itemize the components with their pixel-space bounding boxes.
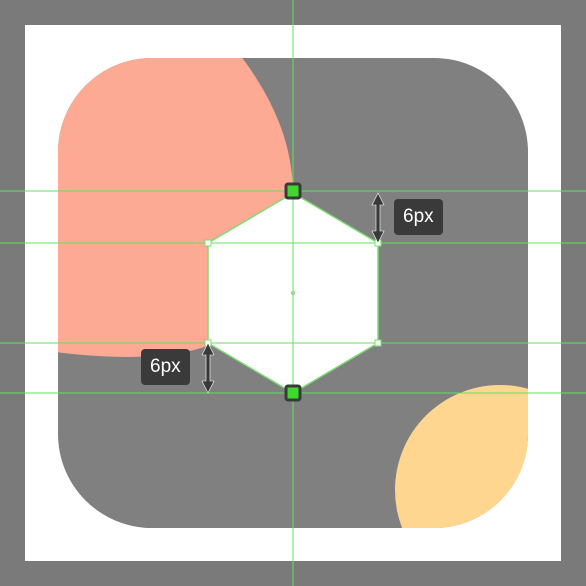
anchor-point-right-bottom[interactable] [374,339,382,347]
salmon-corner-shape[interactable] [40,40,293,357]
measurement-label-bottom: 6px [141,349,190,385]
center-point [291,291,295,295]
double-arrow-vertical-icon [201,342,215,394]
anchor-points [204,182,382,402]
anchor-point-left-top[interactable] [204,239,212,247]
yellow-circle-shape[interactable] [395,385,586,586]
anchor-point-top-selected[interactable] [284,182,302,200]
measurement-label-top: 6px [394,199,443,235]
double-arrow-vertical-icon [371,192,385,244]
anchor-point-bottom-selected[interactable] [284,384,302,402]
